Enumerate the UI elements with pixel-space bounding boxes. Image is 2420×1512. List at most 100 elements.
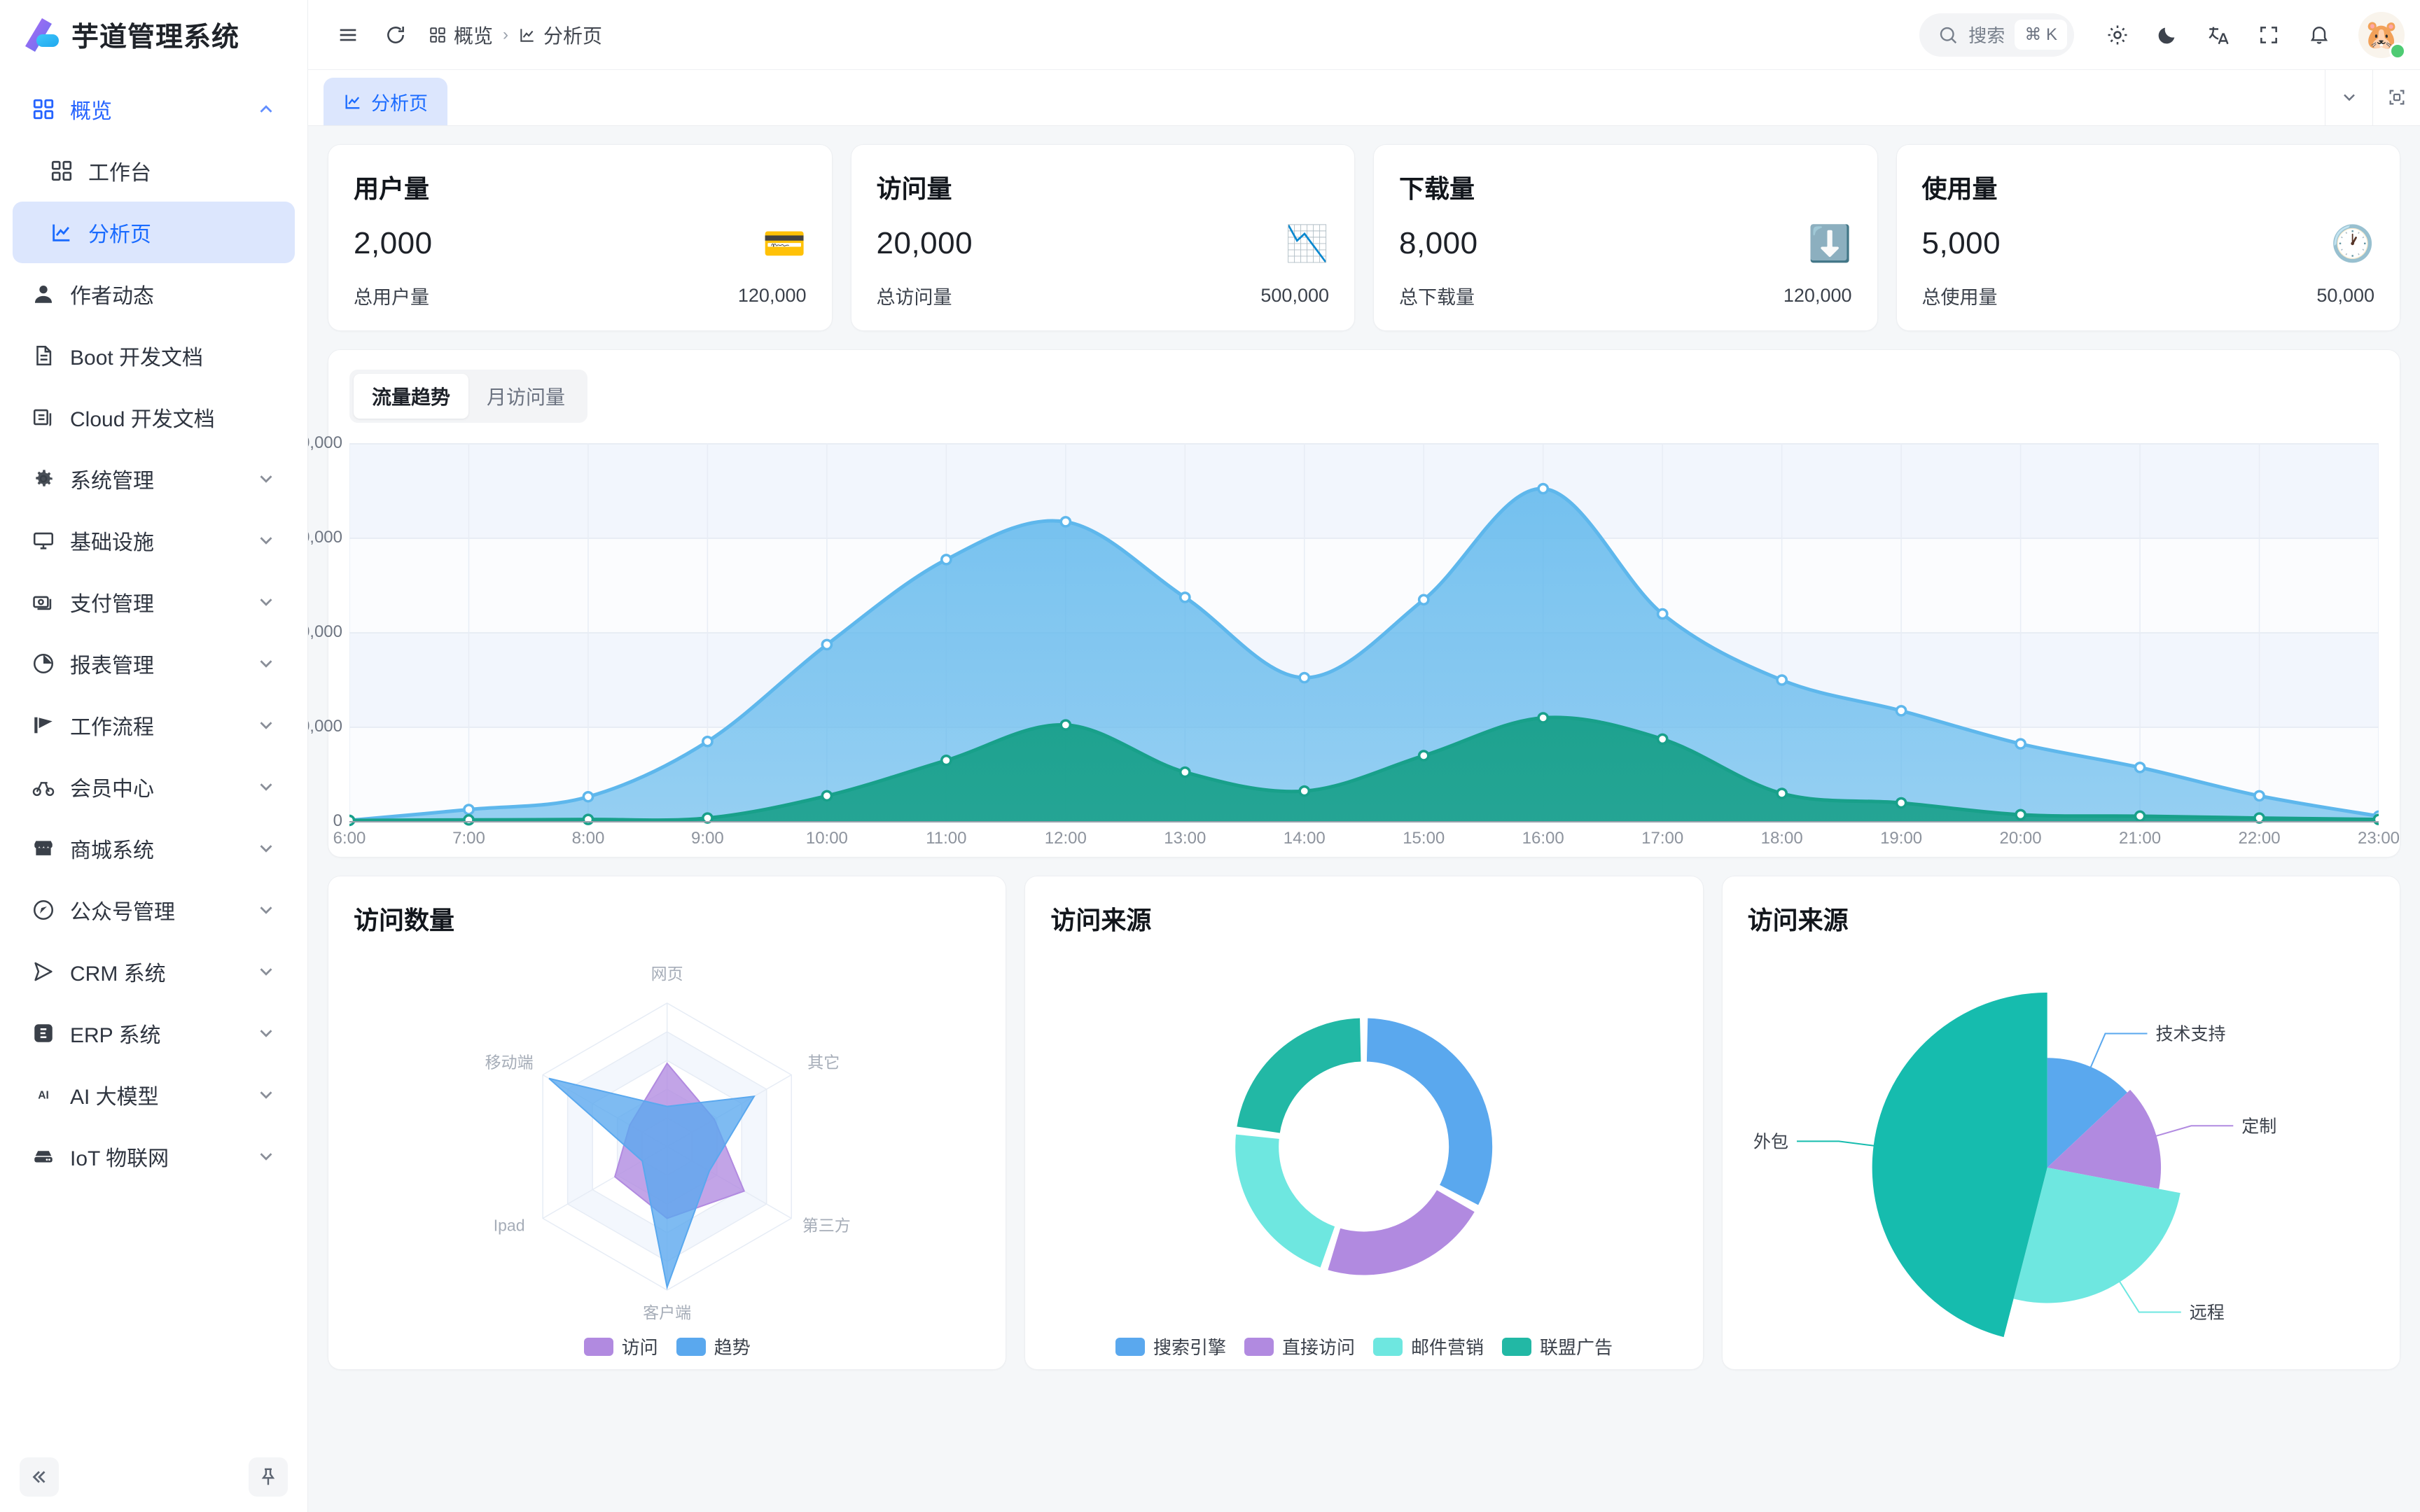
sidebar-item-workflow[interactable]: 工作流程 [13,694,295,756]
search-button[interactable]: 搜索 ⌘ K [1919,13,2074,57]
trend-tab-traffic[interactable]: 流量趋势 [354,374,469,419]
sidebar-item-official-account[interactable]: 公众号管理 [13,879,295,941]
download-arrow-icon: ⬇️ [1808,224,1852,263]
grid-icon [430,27,445,43]
dark-mode-button[interactable] [2146,16,2190,54]
y-axis-tick: 60,000 [308,528,342,547]
legend-item[interactable]: 邮件营销 [1372,1334,1484,1359]
legend-label: 联盟广告 [1540,1337,1613,1358]
x-axis-tick: 20:00 [1999,829,2042,848]
chevron-down-icon[interactable] [256,776,277,797]
breadcrumb-item-overview[interactable]: 概览 [429,21,493,49]
bottom-cards-row: 访问数量 网页 其它 第三方 客户端 Ipad 移动端 访问 趋势 访问来源 搜索引擎 直接访… [328,876,2400,1370]
breadcrumb-item-analysis[interactable]: 分析页 [518,21,602,49]
moon-icon [2158,27,2175,43]
card-title: 访问数量 [354,906,455,934]
sidebar-item-workbench[interactable]: 工作台 [13,140,295,202]
sidebar-item-author-feed[interactable]: 作者动态 [13,263,295,325]
trend-tab-monthly[interactable]: 月访问量 [487,386,566,408]
legend-item[interactable]: 联盟广告 [1502,1334,1613,1359]
avatar[interactable]: 🐹 [2358,11,2406,59]
chevron-down-icon[interactable] [256,838,277,859]
svg-text:外包: 外包 [1753,1132,1788,1152]
chevron-down-icon[interactable] [256,592,277,612]
sidebar-item-crm-system[interactable]: CRM 系统 [13,941,295,1002]
chevron-down-icon[interactable] [256,715,277,736]
card-title: 访问来源 [1050,906,1152,934]
chevron-up-icon[interactable] [256,99,277,120]
legend-swatch [1115,1337,1145,1356]
sidebar: 芋道管理系统 概览 工作台 分析页 作者动态 Boot 开发文档 [0,0,308,1512]
card-title: 访问来源 [1747,906,1849,934]
sidebar-item-ai-model[interactable]: AI AI 大模型 [13,1064,295,1126]
tab-dropdown-button[interactable] [2325,69,2372,125]
sidebar-item-report-management[interactable]: 报表管理 [13,633,295,694]
y-axis-tick: 20,000 [308,717,342,736]
shop-icon [31,836,56,861]
x-axis-tick: 21:00 [2119,829,2162,848]
sidebar-item-infrastructure[interactable]: 基础设施 [13,510,295,571]
chevron-down-icon[interactable] [256,530,277,551]
radar-legend: 访问 趋势 [328,1334,1006,1359]
breadcrumb-separator: › [503,24,509,44]
content-fullscreen-button[interactable] [2372,69,2420,125]
sidebar-item-analysis[interactable]: 分析页 [13,202,295,263]
chart-line-icon [343,92,363,111]
search-icon [1940,27,1957,43]
legend-item[interactable]: 访问 [583,1334,658,1359]
hamburger-icon[interactable] [329,16,367,54]
sidebar-item-overview[interactable]: 概览 [13,78,295,140]
stat-title: 使用量 [1921,174,1998,203]
legend-item[interactable]: 趋势 [676,1334,751,1359]
sidebar-item-mall-system[interactable]: 商城系统 [13,818,295,879]
x-axis-tick: 12:00 [1044,829,1087,848]
legend-swatch [583,1337,613,1356]
chevron-down-icon[interactable] [256,899,277,920]
legend-swatch [676,1337,706,1356]
sidebar-item-cloud-docs[interactable]: Cloud 开发文档 [13,386,295,448]
x-axis-tick: 10:00 [805,829,848,848]
stat-total-value: 120,000 [1783,285,1852,306]
documents-icon [31,405,56,430]
sidebar-item-label: ERP 系统 [70,1024,161,1047]
chevron-down-icon[interactable] [256,961,277,982]
sidebar-item-erp-system[interactable]: ERP 系统 [13,1002,295,1064]
svg-text:Ipad: Ipad [494,1217,525,1235]
stat-total-label: 总访问量 [876,287,952,308]
translate-icon [2209,27,2229,44]
trend-tabs: 流量趋势 月访问量 [349,370,588,423]
chevron-down-icon[interactable] [256,1023,277,1044]
refresh-icon[interactable] [377,16,415,54]
settings-button[interactable] [2095,16,2140,54]
svg-text:移动端: 移动端 [485,1054,534,1072]
tab-bar: 分析页 [308,69,2420,126]
clock-icon: 🕐 [2330,224,2374,263]
legend-item[interactable]: 搜索引擎 [1115,1334,1226,1359]
x-axis-tick: 22:00 [2238,829,2281,848]
sidebar-item-boot-docs[interactable]: Boot 开发文档 [13,325,295,386]
sidebar-pin-button[interactable] [249,1457,288,1497]
language-button[interactable] [2196,16,2241,54]
chevron-down-icon[interactable] [256,653,277,674]
sidebar-item-label: 概览 [70,100,112,123]
sidebar-item-label: CRM 系统 [70,962,166,986]
sidebar-item-label: 分析页 [88,223,151,246]
app-logo[interactable]: 芋道管理系统 [0,0,307,70]
tab-analysis[interactable]: 分析页 [324,78,447,125]
sidebar-item-iot[interactable]: IoT 物联网 [13,1126,295,1187]
chevron-down-icon[interactable] [256,1146,277,1167]
sidebar-footer [0,1442,307,1512]
fullscreen-button[interactable] [2246,16,2291,54]
legend-item[interactable]: 直接访问 [1244,1334,1355,1359]
chevron-down-icon[interactable] [256,1084,277,1105]
sidebar-collapse-button[interactable] [20,1457,59,1497]
y-axis-tick: 0 [333,811,342,830]
sidebar-item-payment-management[interactable]: 支付管理 [13,571,295,633]
sidebar-item-system-management[interactable]: 系统管理 [13,448,295,510]
chart-line-icon [520,28,534,42]
chevron-down-icon[interactable] [256,468,277,489]
monitor-icon [31,528,56,553]
notifications-button[interactable] [2297,16,2342,54]
sidebar-item-member-center[interactable]: 会员中心 [13,756,295,818]
